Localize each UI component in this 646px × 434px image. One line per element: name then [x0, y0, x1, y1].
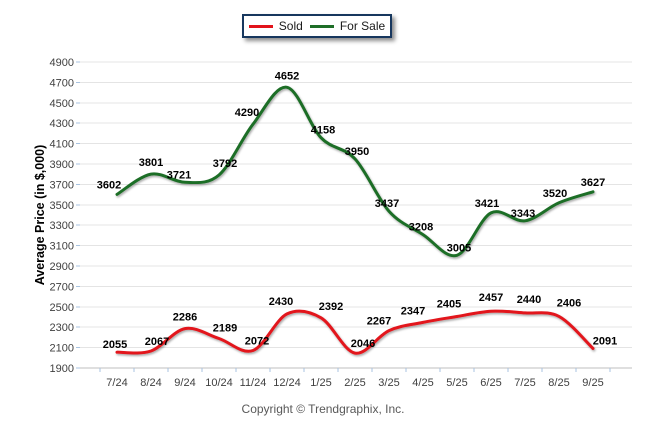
- svg-text:2072: 2072: [245, 335, 269, 347]
- for-sale-legend-label: For Sale: [339, 19, 386, 33]
- svg-text:3421: 3421: [475, 198, 499, 210]
- svg-text:2392: 2392: [319, 301, 343, 313]
- copyright-text: Copyright © Trendgraphix, Inc.: [241, 402, 405, 416]
- svg-text:8/24: 8/24: [140, 377, 161, 389]
- svg-text:11/24: 11/24: [240, 377, 267, 389]
- svg-text:4500: 4500: [50, 98, 74, 110]
- svg-text:3900: 3900: [50, 159, 74, 171]
- svg-text:3208: 3208: [409, 222, 433, 234]
- svg-text:2900: 2900: [50, 261, 74, 273]
- svg-text:4300: 4300: [50, 118, 74, 130]
- svg-text:2286: 2286: [173, 312, 197, 324]
- svg-text:2055: 2055: [103, 339, 127, 351]
- svg-text:2046: 2046: [351, 338, 375, 350]
- svg-text:2091: 2091: [593, 336, 617, 348]
- svg-text:2700: 2700: [50, 281, 74, 293]
- sold-legend-label: Sold: [278, 19, 303, 33]
- svg-text:4158: 4158: [311, 125, 335, 137]
- sold-line-swatch: [248, 24, 273, 28]
- svg-text:2189: 2189: [213, 323, 237, 335]
- svg-text:2406: 2406: [557, 297, 581, 309]
- svg-text:8/25: 8/25: [548, 377, 569, 389]
- svg-text:6/25: 6/25: [480, 377, 501, 389]
- svg-text:9/24: 9/24: [174, 377, 195, 389]
- svg-text:7/24: 7/24: [106, 377, 127, 389]
- svg-text:2/25: 2/25: [344, 377, 365, 389]
- svg-text:3950: 3950: [345, 146, 369, 158]
- svg-text:2405: 2405: [437, 298, 461, 310]
- svg-text:2347: 2347: [401, 305, 425, 317]
- legend-item-for-sale[interactable]: For Sale: [309, 19, 386, 33]
- y-axis-title: Average Price (in $,000): [33, 144, 47, 286]
- svg-text:1900: 1900: [50, 363, 74, 375]
- svg-text:3801: 3801: [139, 157, 163, 169]
- svg-text:3100: 3100: [50, 241, 74, 253]
- svg-text:3/25: 3/25: [378, 377, 399, 389]
- svg-text:3721: 3721: [167, 169, 191, 181]
- svg-text:9/25: 9/25: [582, 377, 603, 389]
- svg-text:3343: 3343: [511, 208, 535, 220]
- svg-text:4652: 4652: [275, 70, 299, 82]
- svg-text:1/25: 1/25: [310, 377, 331, 389]
- svg-text:2067: 2067: [145, 336, 169, 348]
- svg-text:3792: 3792: [213, 158, 237, 170]
- svg-text:2430: 2430: [269, 296, 293, 308]
- svg-text:4100: 4100: [50, 139, 74, 151]
- legend-item-sold[interactable]: Sold: [248, 19, 303, 33]
- svg-text:5/25: 5/25: [446, 377, 467, 389]
- svg-text:2300: 2300: [50, 322, 74, 334]
- svg-text:2267: 2267: [367, 316, 391, 328]
- svg-text:2457: 2457: [479, 292, 503, 304]
- svg-text:2100: 2100: [50, 343, 74, 355]
- svg-text:3520: 3520: [543, 188, 567, 200]
- svg-text:3437: 3437: [375, 198, 399, 210]
- svg-text:4/25: 4/25: [412, 377, 433, 389]
- svg-text:3300: 3300: [50, 220, 74, 232]
- legend: Sold For Sale: [242, 14, 392, 38]
- svg-text:3700: 3700: [50, 179, 74, 191]
- svg-text:12/24: 12/24: [273, 377, 301, 389]
- svg-text:3500: 3500: [50, 200, 74, 212]
- svg-text:3005: 3005: [447, 242, 471, 254]
- svg-text:7/25: 7/25: [514, 377, 535, 389]
- svg-text:3602: 3602: [97, 179, 121, 191]
- svg-text:10/24: 10/24: [205, 377, 233, 389]
- svg-text:4900: 4900: [50, 57, 74, 69]
- svg-text:4700: 4700: [50, 77, 74, 89]
- svg-text:4290: 4290: [235, 107, 259, 119]
- svg-text:2500: 2500: [50, 302, 74, 314]
- for-sale-line-swatch: [309, 24, 334, 28]
- svg-text:2440: 2440: [517, 294, 541, 306]
- svg-text:3627: 3627: [581, 177, 605, 189]
